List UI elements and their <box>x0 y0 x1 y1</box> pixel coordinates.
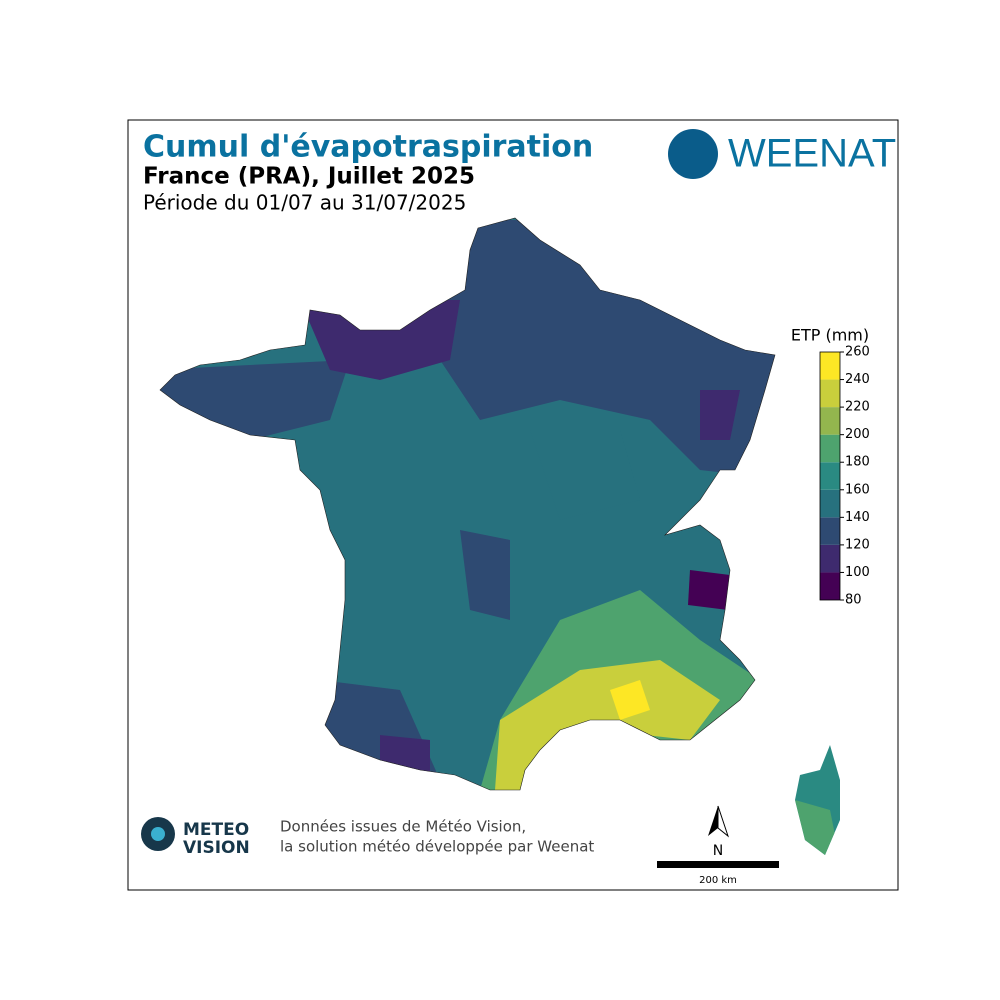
corsica-map <box>795 745 840 855</box>
colorbar-tick-label: 120 <box>845 537 870 552</box>
colorbar-tick-label: 140 <box>845 510 870 525</box>
colorbar-segment <box>820 572 840 600</box>
colorbar-tick-label: 200 <box>845 427 870 442</box>
colorbar-tick-label: 160 <box>845 482 870 497</box>
colorbar-segment <box>820 489 840 518</box>
scale-label: 200 km <box>699 875 737 886</box>
colorbar-segment <box>820 517 840 545</box>
colorbar: 80 100 120 140 160 180 200 220 240 260 <box>819 345 870 608</box>
logo-bottom: VISION <box>183 838 250 858</box>
period: Période du 01/07 au 31/07/2025 <box>143 191 466 215</box>
credit-line: Données issues de Météo Vision, <box>280 818 526 836</box>
credit-line: la solution météo développée par Weenat <box>280 838 594 856</box>
brand: WEENAT <box>728 132 896 176</box>
colorbar-segment <box>820 462 840 490</box>
logo-top: METEO <box>183 820 249 840</box>
north-label: N <box>713 843 723 859</box>
france-outline <box>159 217 776 791</box>
frame <box>127 119 899 891</box>
colorbar-tick-label: 180 <box>845 455 870 470</box>
colorbar-segment <box>820 379 840 408</box>
subtitle: France (PRA), Juillet 2025 <box>143 164 475 190</box>
colorbar-tick-label: 100 <box>845 565 870 580</box>
colorbar-segment <box>820 352 840 380</box>
colorbar-segment <box>820 434 840 463</box>
meteo-logo-dot <box>151 827 165 841</box>
colorbar-border <box>819 351 841 601</box>
colorbar-tick-label: 80 <box>845 593 862 608</box>
scale-bar <box>657 861 779 868</box>
north-arrow <box>708 806 718 836</box>
colorbar-tick-label: 260 <box>845 345 870 360</box>
colorbar-tick-label: 220 <box>845 400 870 415</box>
colorbar-segment <box>820 544 840 573</box>
brand-icon <box>668 129 718 179</box>
legend-title: ETP (mm) <box>791 326 869 345</box>
colorbar-tick-label: 240 <box>845 372 870 387</box>
colorbar-segment <box>820 407 840 435</box>
title: Cumul d'évapotraspiration <box>143 130 593 165</box>
north-arrow <box>717 805 730 838</box>
france-map <box>160 218 775 790</box>
